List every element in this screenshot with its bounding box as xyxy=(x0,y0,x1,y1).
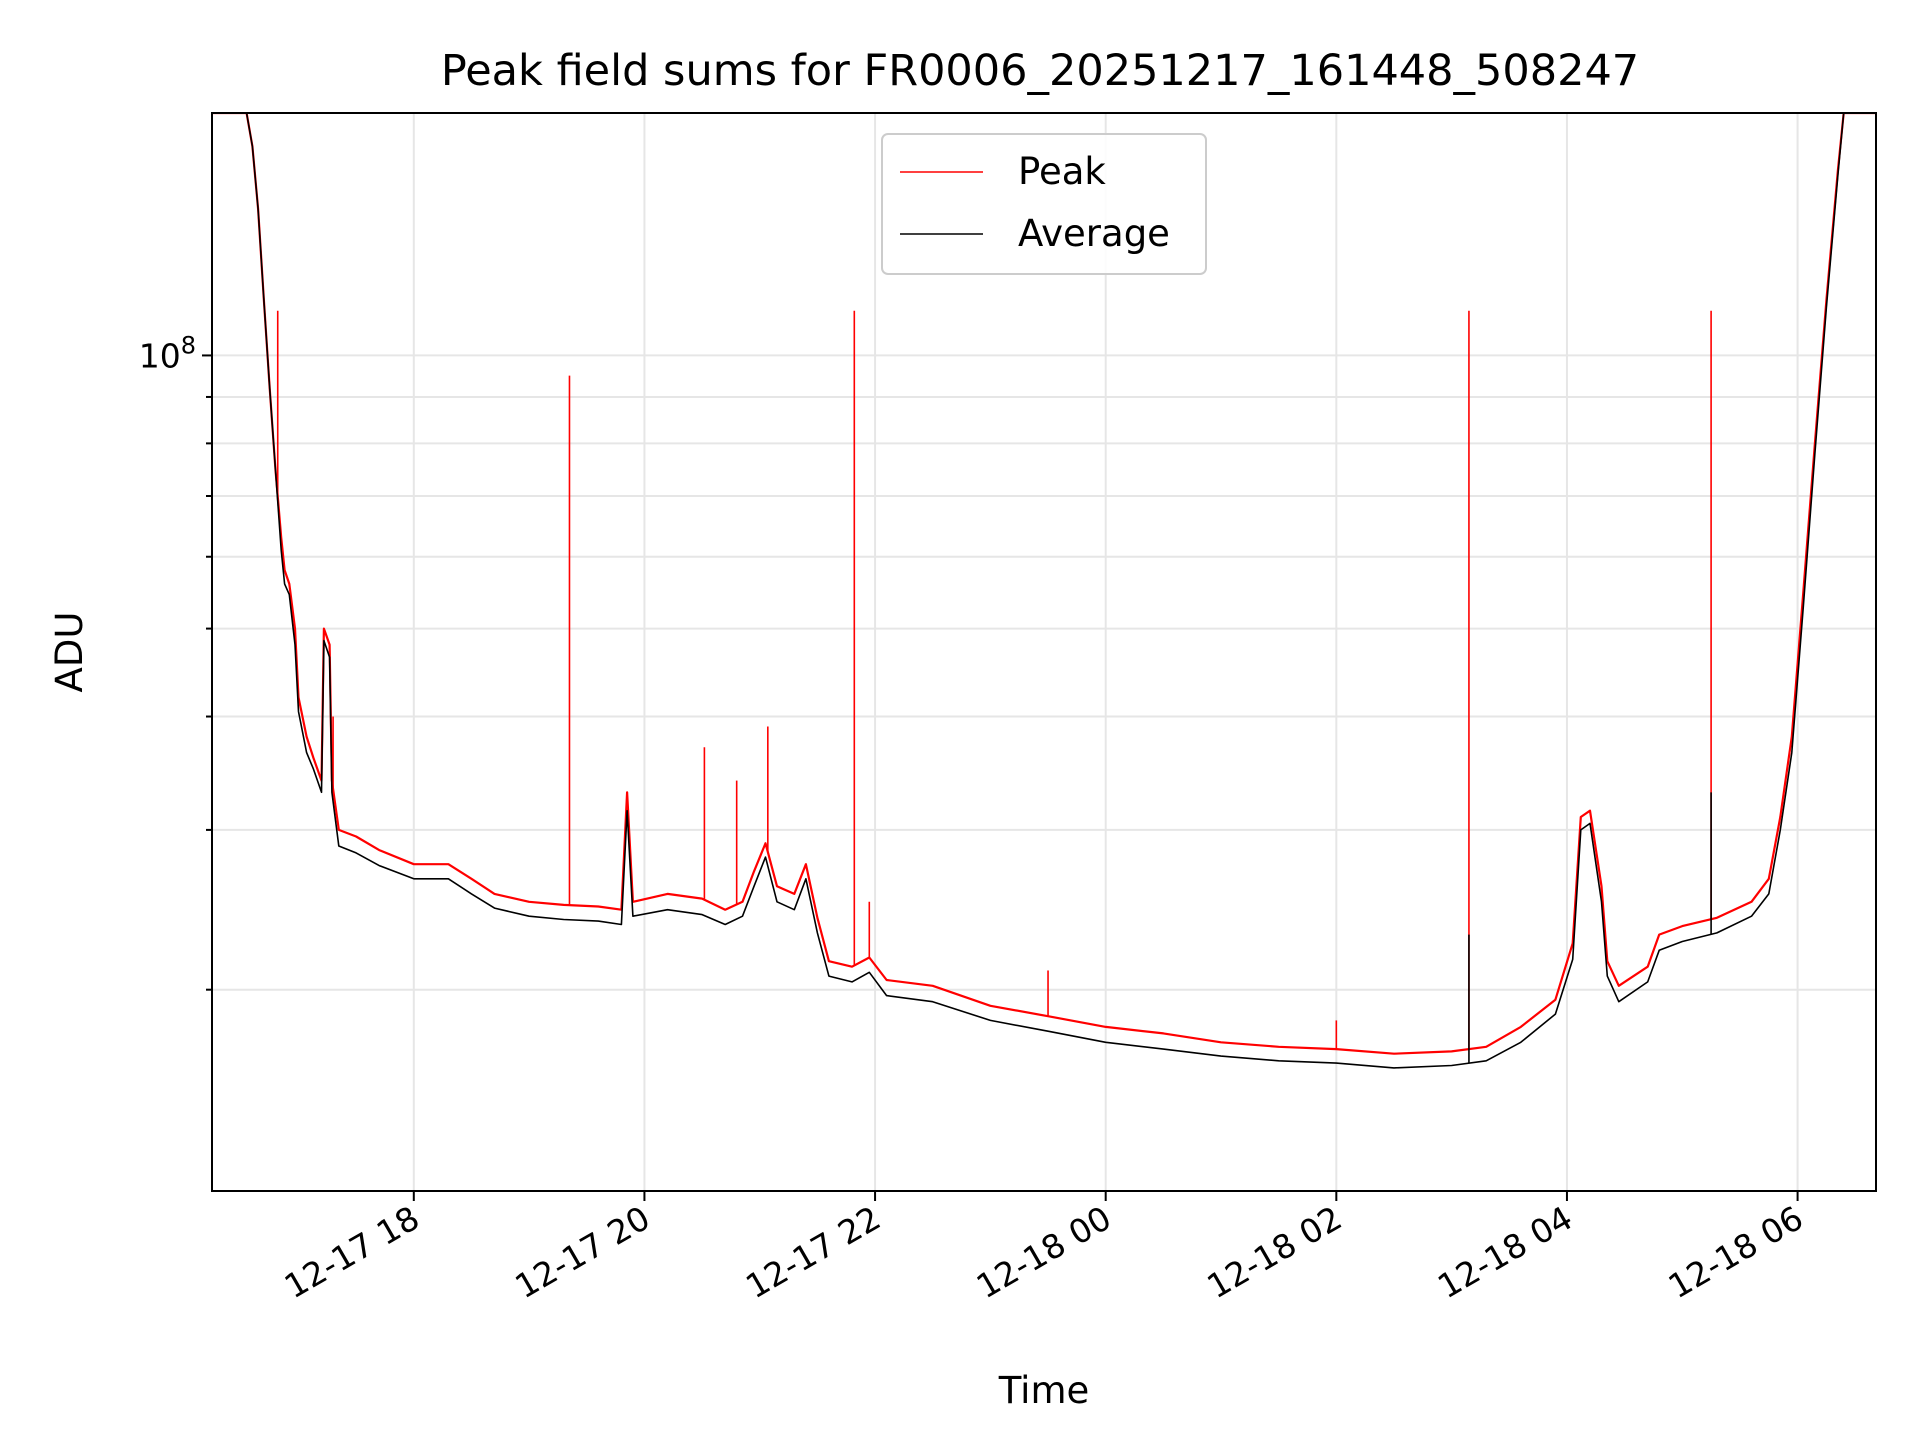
y-tick-label: 108 xyxy=(139,331,196,375)
series-peak xyxy=(212,113,1876,1055)
grid xyxy=(212,113,1876,1191)
plot-frame xyxy=(211,112,1877,1192)
series-line-average xyxy=(212,113,1876,1069)
x-axis-label: Time xyxy=(998,1369,1090,1412)
legend-peak-label: Peak xyxy=(1018,150,1106,193)
chart-title: Peak field sums for FR0006_20251217_1614… xyxy=(441,46,1639,96)
series-line-peak xyxy=(212,113,1876,1055)
series-layer xyxy=(212,113,1876,1069)
series-average xyxy=(212,113,1876,1069)
legend: Peak Average xyxy=(881,133,1207,275)
legend-box xyxy=(881,133,1207,275)
y-axis-label: ADU xyxy=(48,612,91,693)
legend-average-label: Average xyxy=(1018,212,1170,255)
